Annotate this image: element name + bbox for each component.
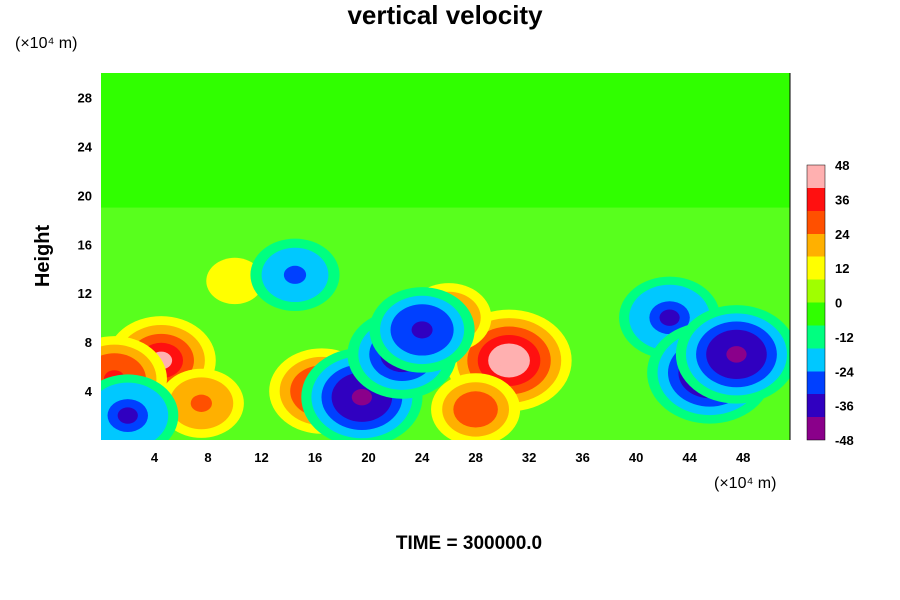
y-tick-labels: 4 8 12 16 20 24 28 <box>78 90 93 399</box>
contour-level <box>351 388 372 406</box>
contour-level <box>220 269 250 293</box>
y-unit-label: (×10⁴ m) <box>15 35 77 52</box>
y-tick-label: 16 <box>78 237 92 252</box>
y-tick-label: 24 <box>78 139 93 154</box>
y-tick-label: 8 <box>85 335 92 350</box>
upper-layer <box>101 73 790 208</box>
contour-field <box>101 73 790 440</box>
x-tick-labels: 4 8 12 16 20 24 28 32 36 40 44 48 <box>151 450 751 465</box>
y-axis-label: Height <box>32 225 54 288</box>
contour-feature <box>158 368 244 438</box>
x-tick-label: 12 <box>254 450 268 465</box>
time-label: TIME = 300000.0 <box>396 533 542 554</box>
x-tick-label: 44 <box>682 450 697 465</box>
plot-area <box>101 73 791 440</box>
contour-level <box>726 346 747 363</box>
x-tick-label: 4 <box>151 450 159 465</box>
colorbar-tick-label: 0 <box>835 296 842 311</box>
y-tick-label: 4 <box>85 384 93 399</box>
contour-level <box>283 265 307 284</box>
colorbar-tick-label: 48 <box>835 158 849 173</box>
colorbar-tick-labels: 48 36 24 12 0 -12 -24 -36 -48 <box>835 158 855 448</box>
x-tick-label: 28 <box>468 450 482 465</box>
y-tick-label: 28 <box>78 90 92 105</box>
contour-feature <box>250 238 340 312</box>
contour-feature <box>675 305 790 404</box>
x-tick-label: 24 <box>415 450 430 465</box>
chart-title: vertical velocity <box>347 0 543 30</box>
colorbar-tick-label: -48 <box>835 433 854 448</box>
colorbar-tick-label: 36 <box>835 192 849 207</box>
x-unit-label: (×10⁴ m) <box>714 475 776 492</box>
colorbar-tick-label: -36 <box>835 399 854 414</box>
contour-level <box>411 321 433 339</box>
contour-feature <box>431 373 521 440</box>
x-tick-label: 32 <box>522 450 536 465</box>
y-tick-label: 20 <box>78 188 92 203</box>
x-tick-label: 40 <box>629 450 643 465</box>
contour-level <box>659 309 680 326</box>
x-tick-label: 20 <box>361 450 375 465</box>
colorbar-tick-label: 12 <box>835 261 849 276</box>
colorbar-tick-label: -24 <box>835 364 855 379</box>
y-tick-label: 12 <box>78 286 92 301</box>
x-tick-label: 36 <box>575 450 589 465</box>
contour-level <box>117 407 138 424</box>
x-tick-label: 16 <box>308 450 322 465</box>
contour-level <box>464 400 487 419</box>
contour-level <box>498 352 520 369</box>
colorbar-bar <box>806 164 826 441</box>
contour-feature <box>369 287 475 373</box>
x-tick-label: 48 <box>736 450 750 465</box>
colorbar-tick-label: -12 <box>835 330 854 345</box>
contour-feature <box>206 257 264 305</box>
colorbar: 48 36 24 12 0 -12 -24 -36 -48 <box>806 158 855 448</box>
contour-level <box>190 394 212 412</box>
contour-feature <box>101 374 179 440</box>
x-tick-label: 8 <box>204 450 211 465</box>
colorbar-tick-label: 24 <box>835 227 850 242</box>
